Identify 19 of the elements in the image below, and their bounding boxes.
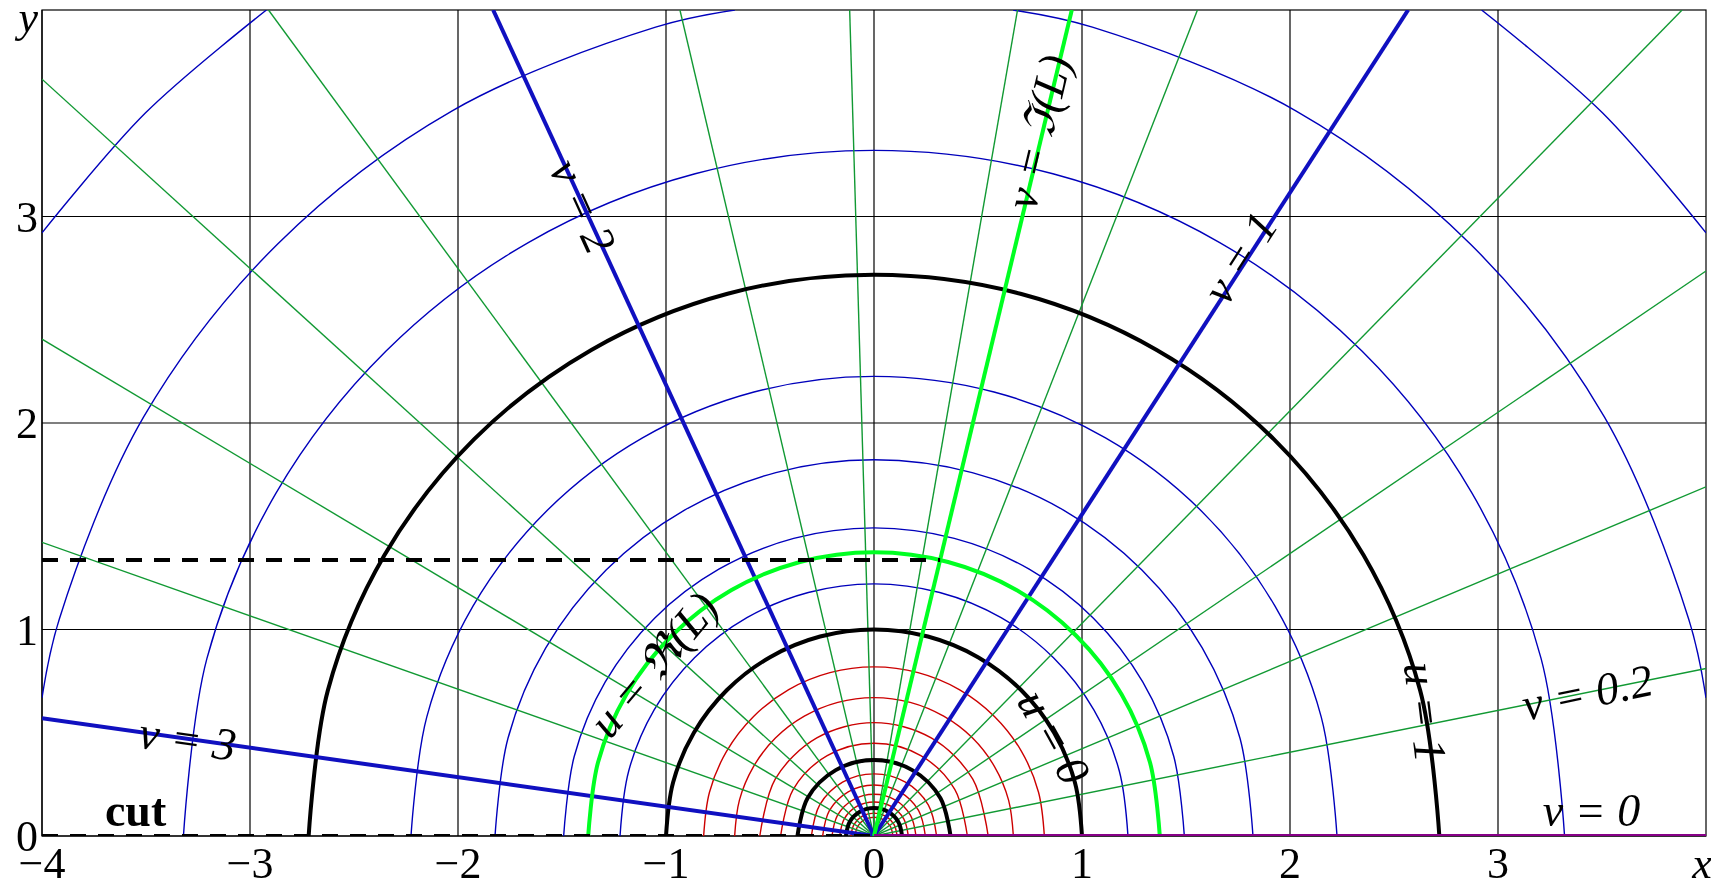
x-tick-label: 2 — [1279, 839, 1301, 885]
x-tick-label: −2 — [434, 839, 482, 885]
y-axis-title: y — [14, 0, 39, 42]
annotation: v = 3 — [135, 706, 240, 771]
annotation: v = 0.2 — [1517, 654, 1658, 731]
x-tick-label: 3 — [1487, 839, 1509, 885]
x-axis-title: x — [1691, 839, 1711, 885]
y-tick-label: 3 — [16, 192, 38, 242]
x-tick-label: 1 — [1071, 839, 1093, 885]
x-tick-label: −1 — [642, 839, 690, 885]
annotation: v = ℑ(L) — [995, 49, 1082, 214]
annotation: v = 2 — [539, 151, 627, 262]
annotation: v = 0 — [1542, 784, 1641, 836]
annotation: cut — [104, 784, 167, 836]
x-tick-label: 0 — [863, 839, 885, 885]
x-tick-label: −3 — [226, 839, 274, 885]
annotation: v = 1 — [1192, 203, 1288, 313]
y-tick-label: 1 — [16, 605, 38, 655]
y-tick-label: 2 — [16, 399, 38, 448]
